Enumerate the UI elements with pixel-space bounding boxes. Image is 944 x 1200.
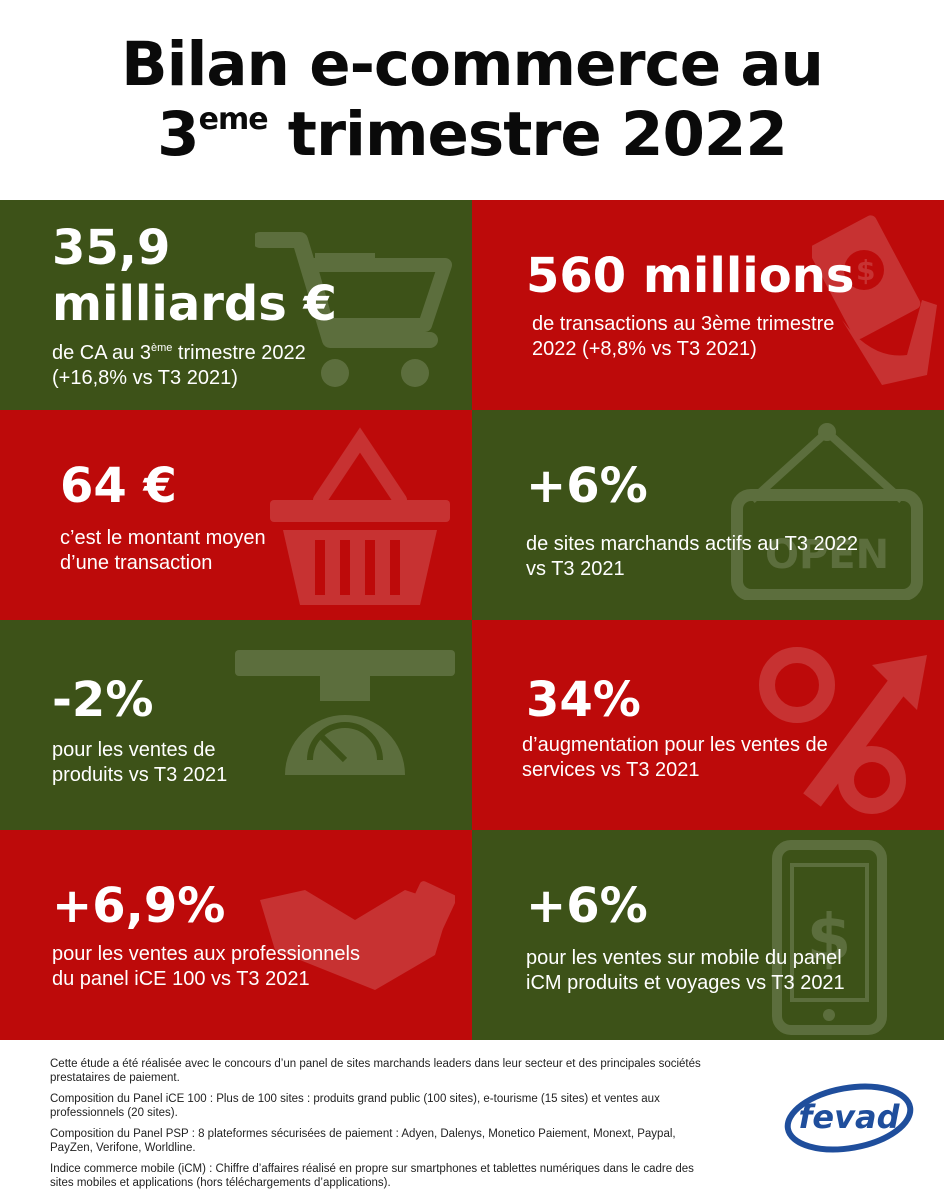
- fevad-logo[interactable]: fevad: [782, 1082, 917, 1154]
- stat-description: d’augmentation pour les ventes de: [522, 734, 828, 756]
- stat-description: pour les ventes sur mobile du panel: [526, 947, 842, 969]
- stat-tile-product-sales: -2% pour les ventes de produits vs T3 20…: [0, 620, 472, 830]
- stat-value: +6%: [526, 458, 648, 514]
- stat-description: c’est le montant moyen: [60, 527, 266, 549]
- stat-tile-active-sites: OPEN +6% de sites marchands actifs au T3…: [472, 410, 944, 620]
- footnote-panel: Cette étude a été réalisée avec le conco…: [50, 1058, 701, 1084]
- stat-description: pour les ventes aux professionnels: [52, 943, 360, 965]
- stat-value: +6,9%: [52, 878, 226, 934]
- desc-part-a: de CA au 3: [52, 342, 151, 364]
- stat-description-2: 2022 (+8,8% vs T3 2021): [532, 338, 757, 360]
- stat-tile-transactions: $ 560 millions de transactions au 3ème t…: [472, 200, 944, 410]
- percent-arrow-icon: [759, 647, 927, 814]
- stat-description: pour les ventes de: [52, 739, 216, 761]
- stat-tile-b2b-sales: +6,9% pour les ventes aux professionnels…: [0, 830, 472, 1040]
- stat-tile-services-sales: 34% d’augmentation pour les ventes de se…: [472, 620, 944, 830]
- svg-text:$: $: [807, 902, 852, 976]
- stat-description-2: services vs T3 2021: [522, 759, 700, 781]
- title-superscript: eme: [198, 102, 269, 137]
- svg-text:$: $: [856, 254, 875, 287]
- stat-description: de transactions au 3ème trimestre: [532, 313, 835, 335]
- stat-description: de sites marchands actifs au T3 2022: [526, 533, 859, 555]
- stat-description-2: produits vs T3 2021: [52, 764, 228, 786]
- footnotes: Cette étude a été réalisée avec le conco…: [50, 1057, 715, 1197]
- stat-value: 560 millions: [526, 248, 855, 304]
- stat-value: +6%: [526, 878, 648, 934]
- money-hand-icon: $: [812, 215, 937, 385]
- title-number: 3: [157, 99, 199, 170]
- stats-grid: 35,9 milliards € de CA au 3ème trimestre…: [0, 200, 944, 1040]
- stat-value: 35,9: [52, 220, 171, 276]
- footnote-ice100: Composition du Panel iCE 100 : Plus de 1…: [50, 1093, 660, 1119]
- stat-value: -2%: [52, 672, 154, 728]
- title-rest: trimestre 2022: [267, 99, 788, 170]
- stat-value-unit: milliards €: [52, 276, 337, 332]
- sign-text: OPEN: [765, 532, 889, 578]
- mobile-dollar-icon: $: [772, 840, 887, 1035]
- open-sign-icon: OPEN: [731, 423, 923, 600]
- stat-description-2: (+16,8% vs T3 2021): [52, 367, 238, 389]
- page-title: Bilan e-commerce au 3eme trimestre 2022: [0, 30, 944, 170]
- shopping-cart-icon: [255, 232, 452, 387]
- stat-tile-average-basket: 64 € c’est le montant moyen d’une transa…: [0, 410, 472, 620]
- stat-tile-mobile-sales: $ +6% pour les ventes sur mobile du pane…: [472, 830, 944, 1040]
- handshake-icon: [260, 881, 455, 990]
- stat-description-2: du panel iCE 100 vs T3 2021: [52, 968, 310, 990]
- footnote-icm: Indice commerce mobile (iCM) : Chiffre d…: [50, 1163, 694, 1189]
- desc-superscript: ème: [150, 342, 173, 354]
- stat-description: de CA au 3ème trimestre 2022: [52, 341, 306, 366]
- desc-part-b: trimestre 2022: [172, 342, 306, 364]
- basket-icon: [270, 427, 450, 605]
- scale-icon: [235, 650, 455, 775]
- stat-description-2: iCM produits et voyages vs T3 2021: [526, 972, 845, 994]
- footnote-psp: Composition du Panel PSP : 8 plateformes…: [50, 1128, 676, 1154]
- title-line-1: Bilan e-commerce au: [121, 29, 824, 100]
- stat-description-2: d’une transaction: [60, 552, 213, 574]
- stat-value: 64 €: [60, 458, 177, 514]
- stat-description-2: vs T3 2021: [526, 558, 625, 580]
- logo-text: fevad: [799, 1098, 901, 1136]
- stat-tile-revenue: 35,9 milliards € de CA au 3ème trimestre…: [0, 200, 472, 410]
- stat-value: 34%: [526, 672, 641, 728]
- title-line-2: 3eme trimestre 2022: [0, 100, 944, 170]
